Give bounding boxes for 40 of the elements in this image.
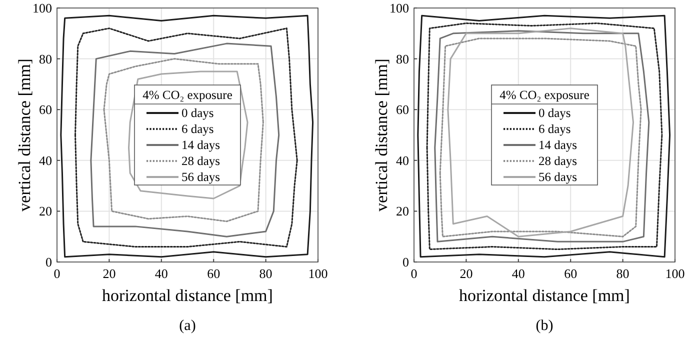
- y-axis-title: vertical distance [mm]: [372, 58, 391, 212]
- legend-label: 6 days: [538, 122, 571, 136]
- x-axis-title: horizontal distance [mm]: [459, 286, 630, 305]
- legend-label: 56 days: [182, 170, 220, 184]
- y-tick-label: 40: [396, 152, 409, 168]
- x-tick-label: 100: [308, 266, 328, 281]
- x-axis-title: horizontal distance [mm]: [102, 286, 273, 305]
- legend-label: 28 days: [182, 154, 220, 168]
- legend-label: 56 days: [538, 170, 578, 184]
- y-tick-label: 60: [396, 102, 409, 118]
- x-tick-label: 100: [665, 266, 685, 281]
- legend-label: 0 days: [182, 106, 214, 120]
- legend-title: 4% CO₂ exposure: [500, 88, 590, 102]
- y-tick-label: 80: [39, 51, 52, 66]
- x-tick-label: 40: [512, 266, 525, 281]
- x-tick-label: 60: [207, 266, 220, 281]
- legend-label: 14 days: [182, 138, 220, 152]
- y-tick-label: 60: [39, 102, 52, 118]
- x-tick-label: 40: [154, 266, 168, 281]
- y-tick-label: 40: [39, 152, 52, 168]
- y-tick-label: 0: [46, 254, 52, 270]
- legend-label: 6 days: [182, 122, 214, 136]
- legend-label: 0 days: [538, 106, 571, 120]
- x-tick-label: 20: [102, 266, 116, 281]
- x-tick-label: 80: [616, 266, 630, 281]
- y-axis-title: vertical distance [mm]: [15, 58, 34, 212]
- text: (a): [179, 318, 196, 334]
- y-tick-label: 0: [402, 254, 409, 270]
- y-tick-label: 100: [390, 0, 409, 16]
- legend-label: 14 days: [538, 138, 578, 152]
- legend-title: 4% CO₂ exposure: [142, 88, 233, 102]
- x-tick-label: 80: [259, 266, 272, 281]
- text: (b): [536, 318, 554, 334]
- y-tick-label: 20: [39, 204, 52, 219]
- y-tick-label: 20: [396, 204, 409, 219]
- y-tick-label: 100: [32, 0, 52, 16]
- legend-label: 28 days: [538, 154, 578, 168]
- x-tick-label: 20: [460, 266, 473, 281]
- y-tick-label: 80: [396, 51, 409, 66]
- x-tick-label: 60: [564, 266, 578, 281]
